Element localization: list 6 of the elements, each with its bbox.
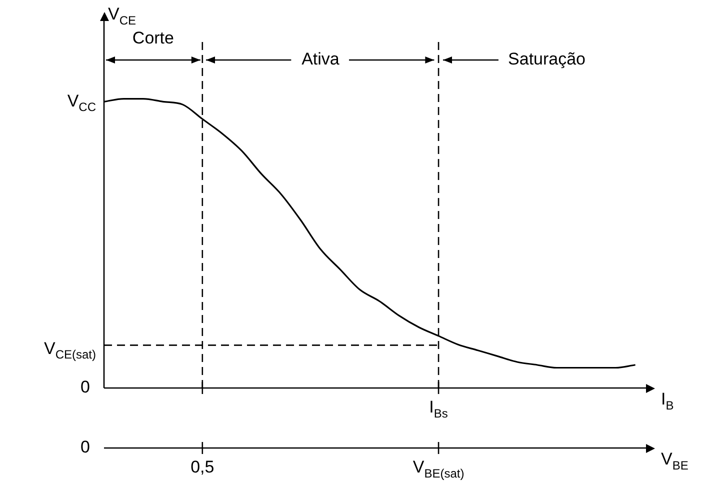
text: 0	[80, 378, 90, 397]
x-tick-label: 0,5	[190, 458, 214, 477]
text: Corte	[132, 28, 174, 48]
text: Saturação	[508, 50, 586, 69]
text: 0	[80, 438, 90, 457]
text: Ativa	[302, 50, 340, 69]
